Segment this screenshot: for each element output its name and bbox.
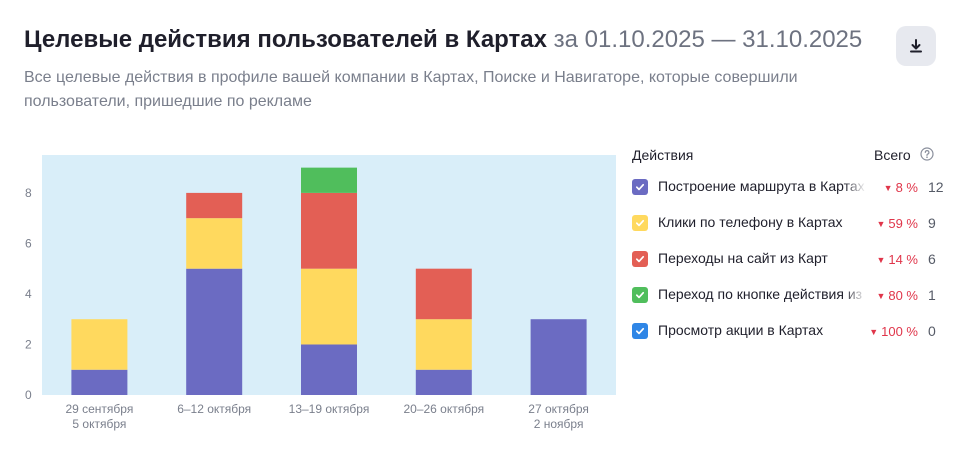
bar-segment [186, 192, 243, 219]
bar-segment [301, 268, 357, 345]
arrow-down-icon: ▼ [876, 291, 886, 301]
legend-item-total: 1 [928, 287, 936, 303]
x-tick-label: 2 ноября [534, 417, 584, 431]
legend-checkbox[interactable] [632, 215, 648, 231]
legend-item[interactable]: Клики по телефону в Картах ▼ 59 % 9 [632, 202, 942, 238]
y-tick-label: 8 [25, 186, 32, 200]
bar-segment [301, 167, 357, 193]
legend-item-change-value: 14 % [888, 252, 918, 267]
legend-item-change: ▼ 14 % [876, 252, 918, 267]
legend-checkbox[interactable] [632, 251, 648, 267]
arrow-down-icon: ▼ [876, 219, 886, 229]
bar-segment [301, 192, 357, 269]
legend-item-name: Клики по телефону в Картах [658, 214, 866, 230]
check-icon [635, 291, 645, 299]
legend-item-change-value: 59 % [888, 216, 918, 231]
check-icon [635, 327, 645, 335]
x-tick-label: 13–19 октября [289, 402, 370, 416]
y-tick-label: 6 [25, 236, 32, 250]
legend-item-name: Переход по кнопке действия из Карт [658, 286, 866, 302]
title-text: Целевые действия пользователей в Картах [24, 26, 547, 53]
download-icon [910, 39, 922, 53]
bar-segment [71, 369, 128, 395]
page-subtitle: Все целевые действия в профиле вашей ком… [24, 69, 798, 110]
bar-segment [301, 344, 357, 395]
legend-item[interactable]: Просмотр акции в Картах ▼ 100 % 0 [632, 310, 942, 346]
check-icon [635, 183, 645, 191]
x-tick-label: 29 сентября [65, 402, 133, 416]
legend-item-change-value: 100 % [881, 324, 918, 339]
bar-segment [186, 218, 243, 269]
y-tick-label: 4 [25, 287, 32, 301]
legend-item-total: 0 [928, 323, 936, 339]
stacked-bar-chart: 0 2 4 6 8 29 сентября 5 октября 6–12 октября 13–… [0, 140, 630, 440]
legend-item-change: ▼ 100 % [869, 324, 918, 339]
arrow-down-icon: ▼ [876, 255, 886, 265]
bar-segment [415, 268, 472, 320]
legend-checkbox[interactable] [632, 179, 648, 195]
check-icon [635, 255, 645, 263]
arrow-down-icon: ▼ [869, 327, 879, 337]
legend-header: Действия Всего [632, 144, 942, 166]
legend-item-change-value: 8 % [895, 180, 918, 195]
x-tick-label: 27 октября [528, 402, 589, 416]
y-tick-label: 2 [25, 337, 32, 351]
legend-item[interactable]: Построение маршрута в Картах ▼ 8 % 12 [632, 166, 944, 202]
bar-segment [186, 268, 243, 395]
legend-item-change: ▼ 80 % [876, 288, 918, 303]
legend-item-change: ▼ 8 % [884, 180, 918, 195]
x-tick-label: 5 октября [72, 417, 126, 431]
legend-item-total: 12 [928, 179, 944, 195]
legend: Действия Всего Построение маршрута в Кар… [632, 144, 944, 346]
legend-item-change-value: 80 % [888, 288, 918, 303]
question-circle-icon[interactable] [920, 147, 934, 161]
legend-col-actions: Действия [632, 147, 694, 163]
arrow-down-icon: ▼ [883, 183, 893, 193]
legend-item-total: 9 [928, 215, 936, 231]
legend-item-change: ▼ 59 % [876, 216, 918, 231]
legend-item[interactable]: Переходы на сайт из Карт ▼ 14 % 6 [632, 238, 942, 274]
bar-segment [530, 319, 587, 395]
legend-checkbox[interactable] [632, 287, 648, 303]
page-title: Целевые действия пользователей в Картах … [24, 26, 862, 54]
bar-segment [71, 319, 128, 370]
legend-item-name: Просмотр акции в Картах [658, 322, 866, 338]
legend-item-name: Построение маршрута в Картах [658, 178, 866, 194]
y-tick-label: 0 [25, 388, 32, 402]
check-icon [635, 219, 645, 227]
legend-col-total: Всего [874, 147, 911, 163]
download-button[interactable] [896, 26, 936, 66]
bar-segment [415, 319, 472, 370]
legend-item-name: Переходы на сайт из Карт [658, 250, 866, 266]
bar-segment [415, 369, 472, 395]
legend-list: Построение маршрута в Картах ▼ 8 % 12 Клики … [632, 166, 944, 346]
period-text: за 01.10.2025 — 31.10.2025 [553, 26, 863, 53]
x-tick-label: 6–12 октября [177, 402, 251, 416]
legend-item-total: 6 [928, 251, 936, 267]
x-tick-label: 20–26 октября [403, 402, 484, 416]
legend-checkbox[interactable] [632, 323, 648, 339]
legend-item[interactable]: Переход по кнопке действия из Карт ▼80 % 1 [632, 274, 942, 310]
